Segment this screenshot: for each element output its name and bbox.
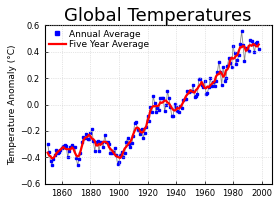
Annual Average [97,150,101,153]
Annual Average [99,141,102,144]
Five Year Average [85,136,88,139]
Title: Global Temperatures: Global Temperatures [64,7,252,25]
Annual Average [240,30,243,32]
Five Year Average [97,143,101,145]
Five Year Average [46,152,49,154]
Five Year Average [50,157,53,160]
Five Year Average [251,43,255,45]
Five Year Average [74,154,78,157]
Five Year Average [140,131,143,134]
Annual Average [186,90,189,92]
Five Year Average [99,144,102,146]
Five Year Average [257,43,260,46]
Annual Average [46,143,49,145]
Line: Five Year Average: Five Year Average [48,44,259,158]
Annual Average [73,145,76,148]
Line: Annual Average: Annual Average [46,30,260,166]
Y-axis label: Temperature Anomaly (°C): Temperature Anomaly (°C) [8,44,17,165]
Annual Average [140,127,143,130]
Annual Average [257,47,260,50]
Annual Average [85,133,88,135]
Annual Average [76,164,79,166]
Five Year Average [186,93,189,96]
Legend: Annual Average, Five Year Average: Annual Average, Five Year Average [48,28,151,51]
